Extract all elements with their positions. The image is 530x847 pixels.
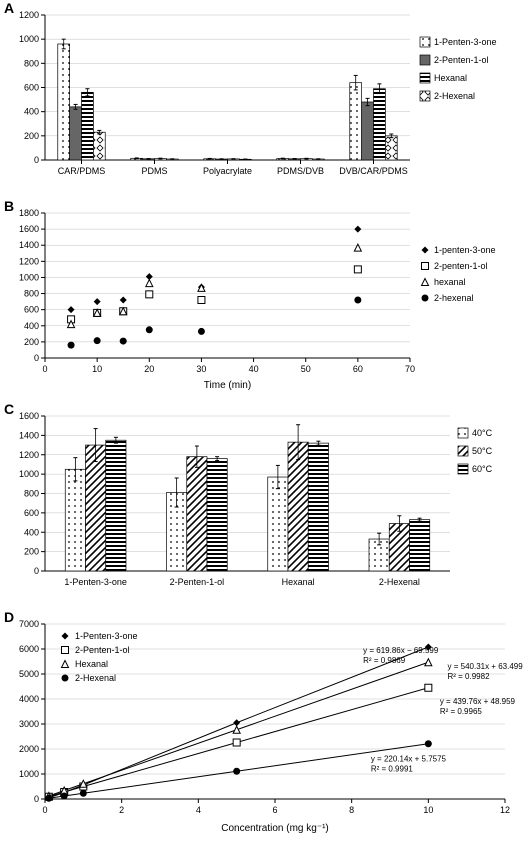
panel-a-label: A: [4, 0, 14, 16]
svg-text:10: 10: [423, 805, 433, 815]
svg-text:400: 400: [24, 321, 39, 331]
svg-text:y = 540.31x + 63.499: y = 540.31x + 63.499: [448, 662, 524, 671]
panel-c: C 0 200 400 600 800 1000 1200 1400 1600 1-Penten-…: [0, 401, 530, 601]
svg-text:50: 50: [301, 364, 311, 374]
svg-text:1-penten-3-one: 1-penten-3-one: [434, 245, 496, 255]
svg-text:70: 70: [405, 364, 415, 374]
svg-text:R² = 0.9869: R² = 0.9869: [363, 656, 406, 665]
svg-text:4000: 4000: [19, 694, 39, 704]
svg-text:200: 200: [24, 547, 39, 557]
svg-text:Concentration (mg kg⁻¹): Concentration (mg kg⁻¹): [221, 823, 329, 834]
svg-text:R² = 0.9965: R² = 0.9965: [440, 707, 483, 716]
svg-text:6: 6: [272, 805, 277, 815]
svg-text:0: 0: [42, 805, 47, 815]
svg-text:0: 0: [34, 566, 39, 576]
svg-text:1800: 1800: [19, 208, 39, 218]
svg-text:1400: 1400: [19, 430, 39, 440]
svg-text:0: 0: [34, 155, 39, 165]
svg-text:1000: 1000: [19, 769, 39, 779]
svg-text:1000: 1000: [19, 34, 39, 44]
svg-text:1200: 1200: [19, 10, 39, 20]
chart-c: 0 200 400 600 800 1000 1200 1400 1600 1-Penten-3-…: [0, 401, 530, 601]
svg-text:1200: 1200: [19, 256, 39, 266]
svg-text:5000: 5000: [19, 669, 39, 679]
svg-text:3000: 3000: [19, 719, 39, 729]
svg-text:Hexanal: Hexanal: [434, 73, 467, 83]
svg-text:2-Hexenal: 2-Hexenal: [75, 673, 116, 683]
svg-text:60: 60: [353, 364, 363, 374]
svg-text:hexanal: hexanal: [434, 277, 466, 287]
svg-text:R² = 0.9991: R² = 0.9991: [371, 765, 414, 774]
svg-text:1-Penten-3-one: 1-Penten-3-one: [75, 631, 138, 641]
chart-b: 0 200 400 600 800 1000 1200 1400 1600 1800 0 10 20 30…: [0, 198, 530, 393]
svg-text:40°C: 40°C: [472, 428, 493, 438]
svg-text:y = 220.14x + 5.7575: y = 220.14x + 5.7575: [371, 755, 447, 764]
svg-text:8: 8: [349, 805, 354, 815]
svg-text:1-Penten-3-one: 1-Penten-3-one: [434, 37, 497, 47]
chart-d: 0 1000 2000 3000 4000 5000 6000 7000 0 2 4 6 8 10 12 Co…: [0, 609, 530, 839]
svg-text:7000: 7000: [19, 619, 39, 629]
svg-text:1000: 1000: [19, 272, 39, 282]
svg-text:1000: 1000: [19, 469, 39, 479]
svg-text:PDMS: PDMS: [141, 166, 167, 176]
svg-text:2-Hexenal: 2-Hexenal: [379, 577, 420, 587]
svg-text:1400: 1400: [19, 240, 39, 250]
svg-text:2-Penten-1-ol: 2-Penten-1-ol: [170, 577, 225, 587]
panel-d-label: D: [4, 609, 14, 625]
svg-text:2-penten-1-ol: 2-penten-1-ol: [434, 261, 488, 271]
svg-text:0: 0: [42, 364, 47, 374]
svg-text:40: 40: [249, 364, 259, 374]
svg-text:4: 4: [196, 805, 201, 815]
svg-text:2: 2: [119, 805, 124, 815]
svg-text:1600: 1600: [19, 224, 39, 234]
svg-text:0: 0: [34, 353, 39, 363]
svg-text:10: 10: [92, 364, 102, 374]
panel-b-label: B: [4, 198, 14, 214]
svg-text:CAR/PDMS: CAR/PDMS: [58, 166, 106, 176]
panel-b: B 0 200 400 600 800 1000 1200 1400 1600 1800 0 10 20…: [0, 198, 530, 393]
svg-text:1200: 1200: [19, 450, 39, 460]
svg-text:PDMS/DVB: PDMS/DVB: [277, 166, 324, 176]
svg-text:1-Penten-3-one: 1-Penten-3-one: [64, 577, 127, 587]
svg-text:600: 600: [24, 305, 39, 315]
svg-text:Hexanal: Hexanal: [282, 577, 315, 587]
svg-text:6000: 6000: [19, 644, 39, 654]
svg-text:800: 800: [24, 289, 39, 299]
svg-text:12: 12: [500, 805, 510, 815]
svg-text:60°C: 60°C: [472, 464, 493, 474]
svg-text:0: 0: [34, 794, 39, 804]
svg-text:400: 400: [24, 527, 39, 537]
svg-text:400: 400: [24, 107, 39, 117]
svg-text:200: 200: [24, 337, 39, 347]
svg-text:600: 600: [24, 508, 39, 518]
svg-text:800: 800: [24, 489, 39, 499]
svg-text:DVB/CAR/PDMS: DVB/CAR/PDMS: [339, 166, 408, 176]
svg-text:1600: 1600: [19, 411, 39, 421]
svg-text:2-Hexenal: 2-Hexenal: [434, 91, 475, 101]
svg-text:200: 200: [24, 131, 39, 141]
panel-c-label: C: [4, 401, 14, 417]
svg-text:20: 20: [144, 364, 154, 374]
svg-text:Hexanal: Hexanal: [75, 659, 108, 669]
svg-text:y = 619.86x − 69.599: y = 619.86x − 69.599: [363, 646, 439, 655]
svg-text:2-Penten-1-ol: 2-Penten-1-ol: [434, 55, 489, 65]
svg-text:800: 800: [24, 58, 39, 68]
svg-text:30: 30: [196, 364, 206, 374]
panel-d: D 0 1000 2000 3000 4000 5000 6000 7000 0 2 4 6 8 10 12…: [0, 609, 530, 839]
svg-text:2000: 2000: [19, 744, 39, 754]
svg-text:2-Penten-1-ol: 2-Penten-1-ol: [75, 645, 130, 655]
svg-text:Polyacrylate: Polyacrylate: [203, 166, 252, 176]
svg-text:600: 600: [24, 83, 39, 93]
chart-a: 0 200 400 600 800 1000 1200 CAR/PDMS PDMS Polyacr…: [0, 0, 530, 190]
panel-a: A 0 200 400 600 800 1000 1200 CAR/PDMS PDMS Polya…: [0, 0, 530, 190]
svg-text:50°C: 50°C: [472, 446, 493, 456]
svg-text:2-hexenal: 2-hexenal: [434, 293, 474, 303]
svg-text:y = 439.76x + 48.959: y = 439.76x + 48.959: [440, 697, 516, 706]
svg-text:Time (min): Time (min): [204, 380, 251, 391]
svg-text:R² = 0.9982: R² = 0.9982: [448, 672, 491, 681]
